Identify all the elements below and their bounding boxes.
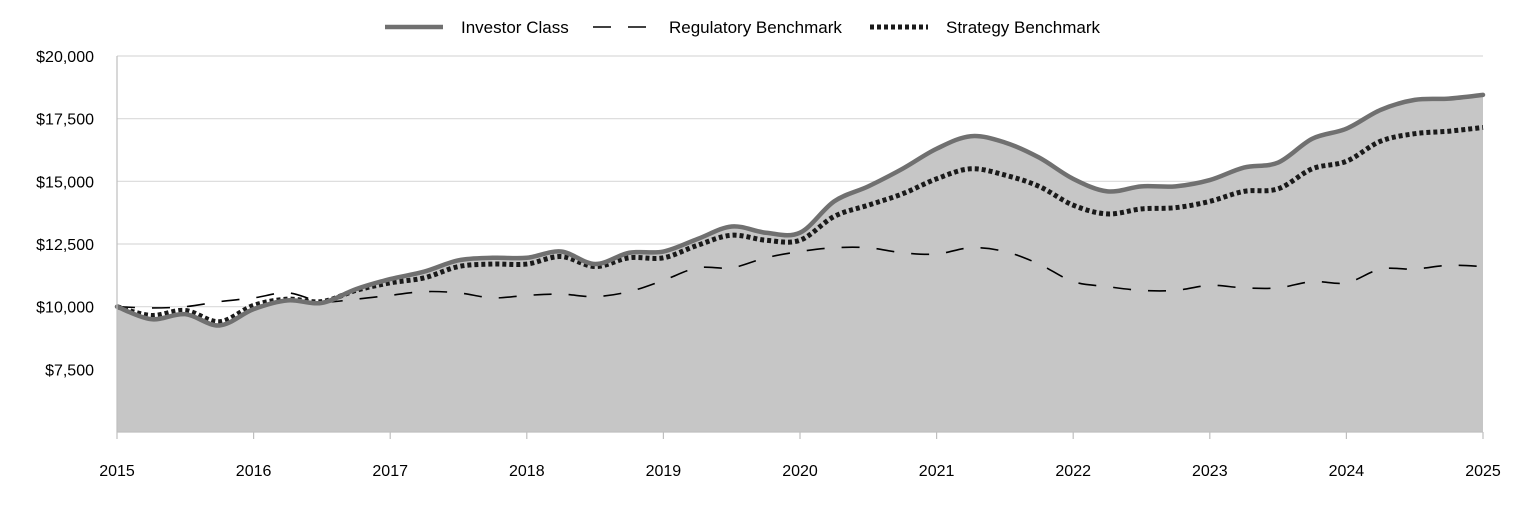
x-tick-label-2020: 2020 — [782, 463, 818, 480]
investor-class-area — [117, 94, 1483, 432]
legend-label-strategy-benchmark: Strategy Benchmark — [946, 18, 1101, 37]
x-tick-label-2016: 2016 — [236, 463, 272, 480]
y-tick-label-20000: $20,000 — [36, 49, 94, 66]
legend-label-investor-class: Investor Class — [461, 18, 569, 37]
legend-label-regulatory-benchmark: Regulatory Benchmark — [669, 18, 842, 37]
y-tick-label-17500: $17,500 — [36, 112, 94, 129]
series-line-investor-class — [114, 92, 1486, 328]
x-tick-label-2017: 2017 — [372, 463, 408, 480]
series-line-regulatory-benchmark — [116, 246, 1484, 309]
x-tick-label-2019: 2019 — [646, 463, 682, 480]
x-tick-label-2023: 2023 — [1192, 463, 1228, 480]
x-tick-label-2018: 2018 — [509, 463, 545, 480]
series-lines — [114, 92, 1486, 328]
y-tick-label-15000: $15,000 — [36, 174, 94, 191]
y-tick-label-10000: $10,000 — [36, 300, 94, 317]
x-tick-label-2021: 2021 — [919, 463, 955, 480]
x-tick-label-2022: 2022 — [1055, 463, 1091, 480]
x-tick-label-2015: 2015 — [99, 463, 135, 480]
axes: $7,500 $10,000 $12,500 $15,000 $17,500 $20,00… — [36, 49, 1501, 480]
area-investor-class — [117, 94, 1483, 432]
x-tick-label-2024: 2024 — [1329, 463, 1365, 480]
y-tick-label-7500: $7,500 — [45, 362, 94, 379]
legend: Investor Class Regulatory Benchmark Stra… — [385, 18, 1101, 37]
x-tick-label-2025: 2025 — [1465, 463, 1501, 480]
y-tick-label-12500: $12,500 — [36, 237, 94, 254]
